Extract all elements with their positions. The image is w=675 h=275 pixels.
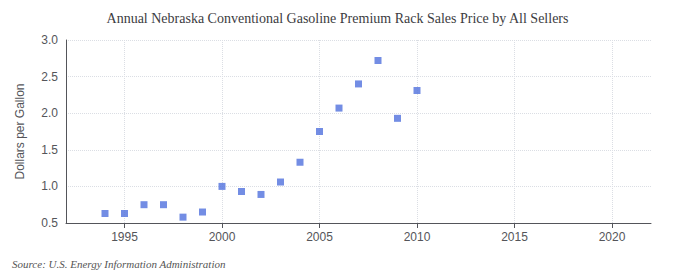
svg-text:2015: 2015	[501, 230, 528, 244]
svg-text:Source: U.S. Energy Informatio: Source: U.S. Energy Information Administ…	[12, 258, 226, 270]
svg-text:Dollars per Gallon: Dollars per Gallon	[13, 83, 27, 179]
svg-text:2000: 2000	[209, 230, 236, 244]
svg-text:2.0: 2.0	[41, 106, 58, 120]
svg-text:3.0: 3.0	[41, 33, 58, 47]
svg-text:2005: 2005	[306, 230, 333, 244]
svg-text:1.5: 1.5	[41, 143, 58, 157]
svg-text:1.0: 1.0	[41, 179, 58, 193]
svg-text:1995: 1995	[111, 230, 138, 244]
svg-text:2020: 2020	[599, 230, 626, 244]
svg-text:2.5: 2.5	[41, 70, 58, 84]
svg-text:Annual Nebraska Conventional G: Annual Nebraska Conventional Gasoline Pr…	[107, 11, 569, 26]
svg-text:2010: 2010	[404, 230, 431, 244]
svg-text:0.5: 0.5	[41, 216, 58, 230]
